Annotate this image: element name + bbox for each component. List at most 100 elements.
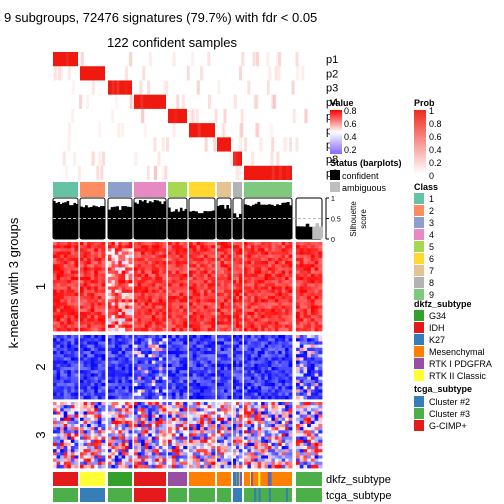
heatmap-cell (257, 464, 262, 469)
heatmap-cell (268, 351, 272, 355)
heatmap-cell (227, 464, 232, 469)
heatmap-cell (144, 267, 149, 272)
heatmap-cell (192, 344, 197, 349)
heatmap-cell (80, 449, 84, 453)
heatmap-cell (224, 242, 228, 246)
heatmap-cell (183, 424, 188, 428)
heatmap-cell (203, 257, 208, 262)
heatmap-cell (63, 461, 68, 466)
heatmap-cell (220, 351, 225, 355)
heatmap-cell (203, 245, 208, 249)
silhouette-bar (97, 207, 101, 239)
heatmap-cell (236, 242, 240, 246)
heatmap-cell (108, 442, 112, 447)
heatmap-cell (151, 436, 156, 441)
heatmap-cell (87, 433, 92, 437)
heatmap-cell (144, 370, 149, 374)
heatmap-cell (67, 273, 72, 278)
heatmap-cell (224, 373, 228, 377)
heatmap-cell (179, 389, 184, 393)
heatmap-cell (211, 354, 216, 358)
heatmap-cell (94, 389, 99, 393)
heatmap-cell (175, 389, 180, 393)
heatmap-cell (56, 276, 61, 281)
heatmap-cell (261, 347, 265, 352)
heatmap-cell (257, 442, 262, 447)
heatmap-cell (200, 439, 205, 444)
heatmap-cell (236, 414, 240, 419)
heatmap-cell (217, 383, 221, 387)
heatmap-cell (310, 370, 315, 374)
silhouette-bar (138, 200, 142, 239)
heatmap-cell (299, 389, 304, 393)
heatmap-cell (196, 430, 201, 434)
heatmap-cell (207, 411, 212, 415)
heatmap-cell (179, 408, 184, 412)
heatmap-cell (171, 373, 176, 377)
heatmap-cell (74, 242, 79, 246)
heatmap-cell (310, 321, 315, 326)
heatmap-cell (288, 289, 293, 294)
heatmap-cell (80, 341, 84, 345)
heatmap-cell (196, 299, 201, 303)
heatmap-cell (196, 439, 201, 444)
heatmap-cell (224, 389, 228, 393)
heatmap-cell (227, 367, 232, 371)
heatmap-cell (74, 347, 79, 352)
heatmap-cell (274, 242, 279, 246)
heatmap-cell (285, 347, 289, 352)
heatmap-cell (244, 286, 248, 291)
heatmap-cell (141, 433, 146, 437)
heatmap-cell (261, 248, 265, 252)
prob-noise-cell (111, 80, 115, 95)
heatmap-cell (220, 335, 225, 339)
heatmap-cell (67, 392, 72, 397)
heatmap-cell (151, 296, 156, 300)
heatmap-cell (271, 449, 276, 453)
heatmap-cell (101, 289, 106, 294)
prob-noise-cell (289, 137, 292, 152)
heatmap-cell (114, 245, 119, 249)
heatmap-cell (148, 417, 153, 422)
heatmap-cell (144, 302, 149, 306)
heatmap-cell (236, 315, 240, 319)
heatmap-cell (162, 264, 167, 268)
heatmap-cell (247, 341, 252, 345)
heatmap-cell (121, 373, 126, 377)
heatmap-cell (83, 446, 88, 450)
heatmap-cell (158, 436, 163, 441)
heatmap-cell (220, 347, 225, 352)
heatmap-cell (70, 363, 75, 368)
heatmap-cell (168, 427, 173, 431)
heatmap-cell (207, 283, 212, 287)
heatmap-cell (268, 436, 272, 441)
heatmap-cell (111, 354, 116, 358)
heatmap-cell (114, 280, 119, 284)
heatmap-cell (211, 270, 216, 275)
heatmap-cell (310, 335, 315, 339)
heatmap-cell (63, 276, 68, 281)
heatmap-cell (296, 402, 301, 406)
heatmap-cell (141, 289, 146, 294)
heatmap-cell (56, 395, 61, 400)
heatmap-cell (83, 360, 88, 365)
heatmap-cell (97, 311, 102, 316)
heatmap-cell (87, 347, 92, 352)
heatmap-cell (285, 386, 289, 390)
heatmap-cell (144, 321, 149, 326)
heatmap-cell (168, 311, 173, 316)
heatmap-cell (125, 248, 129, 252)
heatmap-cell (63, 270, 68, 275)
heatmap-cell (97, 276, 102, 281)
heatmap-cell (310, 276, 315, 281)
heatmap-cell (247, 280, 252, 284)
heatmap-cell (288, 251, 293, 256)
heatmap-cell (236, 458, 240, 463)
class-cell-group-2 (80, 182, 105, 197)
heatmap-cell (67, 270, 72, 275)
heatmap-cell (220, 360, 225, 365)
heatmap-cell (257, 420, 262, 425)
heatmap-cell (179, 327, 184, 332)
heatmap-cell (239, 251, 243, 256)
heatmap-cell (168, 261, 173, 265)
